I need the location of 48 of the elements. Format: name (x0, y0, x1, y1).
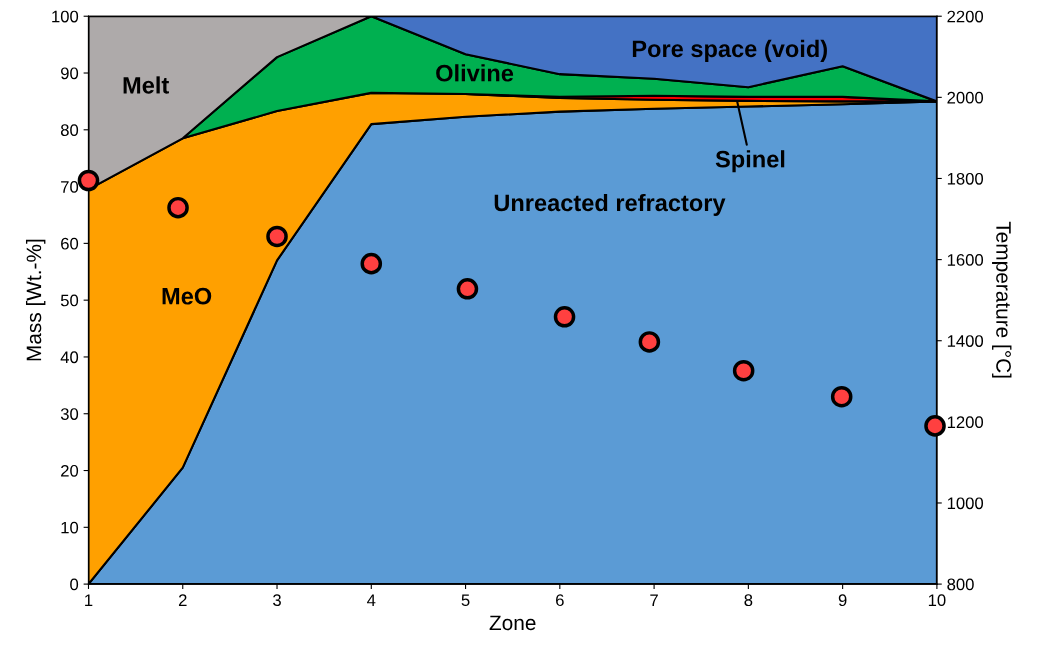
y2-tick-label: 1000 (947, 497, 984, 510)
y2-tick-label: 2200 (947, 10, 984, 23)
y2-tick-label: 1200 (947, 416, 984, 429)
y2-axis-title: Temperature [°C] (992, 221, 1012, 378)
point (830, 385, 853, 408)
point (924, 415, 946, 437)
series-label: Unreacted refractory (494, 193, 726, 216)
point (360, 252, 383, 275)
x-tick-label: 10 (928, 594, 946, 607)
x-tick-label: 1 (85, 594, 93, 606)
y-tick-label: 10 (61, 521, 79, 534)
y2-tick-label: 2000 (947, 91, 984, 104)
y-tick-label: 60 (61, 237, 79, 250)
series-label: MeO (162, 287, 212, 305)
y2-tick-label: 1600 (947, 254, 984, 266)
y2-tick-label: 1800 (947, 172, 984, 185)
point (638, 331, 661, 353)
x-tick-label: 7 (650, 594, 658, 606)
series-label: Pore space (void) (632, 39, 827, 62)
y-tick-label: 0 (70, 578, 79, 591)
y-tick-label: 20 (61, 464, 79, 477)
point (553, 306, 576, 328)
y2-tick-label: 800 (947, 578, 974, 591)
point (167, 196, 189, 219)
y-tick-label: 80 (60, 124, 79, 136)
x-tick-label: 8 (744, 594, 753, 607)
legend-label: Spinel (715, 150, 785, 173)
x-tick-label: 5 (461, 594, 470, 607)
y-tick-label: 90 (61, 67, 79, 80)
y2-tick-label: 1400 (947, 335, 984, 347)
y-tick-label: 70 (61, 180, 79, 193)
series-label: Melt (123, 76, 169, 94)
x-tick-label: 3 (273, 594, 281, 607)
y-tick-label: 100 (52, 10, 79, 23)
x-axis-title: Zone (489, 615, 536, 631)
x-tick-label: 4 (367, 594, 376, 606)
point (266, 225, 288, 248)
point (732, 359, 755, 382)
y-tick-label: 40 (60, 351, 79, 364)
y-tick-label: 50 (60, 294, 79, 307)
y-axis-title: Mass [Wt.-%] (25, 239, 46, 361)
x-tick-label: 9 (838, 594, 847, 607)
x-tick-label: 2 (178, 594, 187, 606)
x-tick-label: 6 (556, 594, 564, 607)
point (456, 278, 479, 300)
series-label: Olivine (436, 64, 514, 82)
y-tick-label: 30 (60, 408, 79, 420)
point (77, 169, 100, 192)
